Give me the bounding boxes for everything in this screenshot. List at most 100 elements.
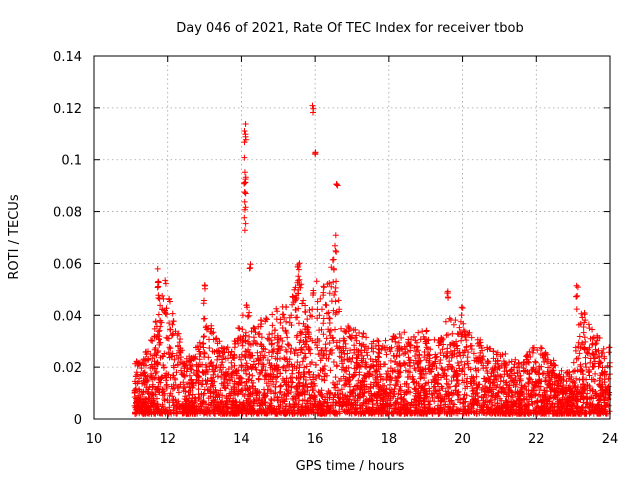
data-point <box>417 370 424 377</box>
data-point <box>462 385 469 392</box>
data-point <box>380 387 387 393</box>
data-point <box>235 367 242 374</box>
data-point <box>374 337 381 344</box>
data-point <box>286 342 292 349</box>
data-point <box>413 390 420 397</box>
data-point <box>285 341 291 348</box>
data-point <box>155 328 162 335</box>
data-point <box>515 390 521 397</box>
data-point <box>488 405 495 412</box>
data-point <box>390 410 397 417</box>
data-point <box>596 353 603 360</box>
data-point <box>336 344 343 351</box>
data-point <box>469 405 476 412</box>
data-point <box>580 394 587 401</box>
data-point <box>363 334 370 341</box>
data-point <box>417 357 424 364</box>
data-point <box>447 341 454 348</box>
data-point <box>398 345 405 352</box>
y-tick-label: 0.02 <box>53 361 82 376</box>
data-point <box>551 389 557 395</box>
data-point <box>239 326 246 333</box>
data-point <box>327 367 334 374</box>
data-point <box>397 360 403 367</box>
data-point <box>431 398 438 405</box>
data-point <box>264 371 270 378</box>
data-point <box>446 315 453 322</box>
data-point <box>415 329 422 336</box>
data-point <box>418 410 425 417</box>
data-point <box>324 399 331 406</box>
data-point <box>392 375 399 382</box>
data-point <box>183 400 190 407</box>
data-point <box>305 406 312 413</box>
data-point <box>300 371 307 378</box>
data-point <box>568 376 574 383</box>
data-point <box>194 410 201 417</box>
data-point <box>320 283 327 290</box>
data-point <box>435 337 442 344</box>
data-point <box>580 381 587 388</box>
data-point <box>333 181 340 188</box>
data-point <box>573 375 580 382</box>
data-point <box>291 363 298 370</box>
data-point <box>570 359 577 366</box>
data-point <box>147 337 154 344</box>
data-point <box>221 385 228 392</box>
data-point <box>426 387 433 394</box>
data-point <box>143 406 150 413</box>
data-point <box>255 331 262 338</box>
data-point <box>224 382 231 389</box>
data-point <box>151 400 158 407</box>
data-point <box>504 399 511 406</box>
data-point <box>363 349 370 356</box>
data-point <box>289 301 296 308</box>
data-point <box>565 385 572 392</box>
data-point <box>342 345 349 352</box>
data-point <box>307 395 314 402</box>
data-point <box>346 355 353 362</box>
data-point <box>235 325 242 331</box>
data-point <box>331 266 337 273</box>
data-point <box>471 357 478 364</box>
data-point <box>448 389 455 396</box>
data-point <box>467 366 474 373</box>
data-point <box>348 389 355 396</box>
data-point <box>241 214 248 221</box>
data-point <box>380 361 387 368</box>
data-point <box>239 386 245 393</box>
data-point <box>294 393 301 400</box>
data-point <box>210 336 217 343</box>
data-point <box>439 346 446 353</box>
data-point <box>433 354 440 361</box>
data-point <box>281 410 288 417</box>
data-point <box>255 323 262 330</box>
data-point <box>576 376 583 383</box>
data-point <box>242 337 249 344</box>
data-point <box>277 347 284 354</box>
data-point <box>438 395 445 402</box>
data-point <box>188 366 195 373</box>
data-point <box>342 328 349 335</box>
data-point <box>168 332 175 339</box>
data-point <box>498 386 505 393</box>
data-point <box>243 360 250 367</box>
data-point <box>307 312 314 319</box>
data-point <box>327 327 334 334</box>
data-point <box>579 339 586 346</box>
data-point <box>206 363 213 370</box>
data-point <box>563 396 570 403</box>
data-point <box>521 391 528 397</box>
data-point <box>366 395 373 402</box>
data-point <box>602 383 609 390</box>
data-point <box>135 394 142 401</box>
data-point <box>421 409 428 416</box>
data-point <box>318 387 325 394</box>
data-point <box>219 407 226 414</box>
data-point <box>300 355 307 362</box>
data-point <box>300 297 307 304</box>
data-point <box>147 365 154 371</box>
data-point <box>360 399 367 406</box>
data-point <box>186 372 193 379</box>
data-point <box>154 265 161 272</box>
